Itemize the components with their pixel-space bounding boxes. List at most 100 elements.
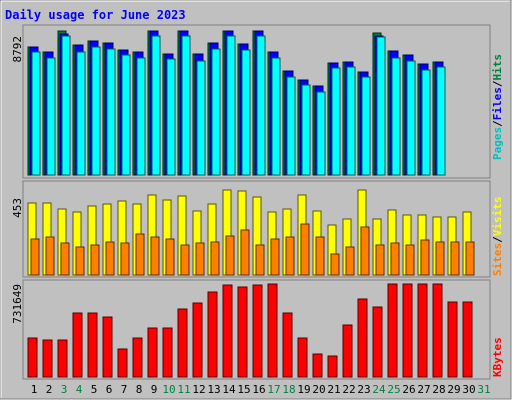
x-tick-day-31: 31 <box>477 383 490 396</box>
x-tick-day-27: 27 <box>417 383 430 396</box>
bar-pages-day-6 <box>106 48 116 176</box>
x-tick-day-14: 14 <box>222 383 236 396</box>
legend-separator-1: / <box>491 120 504 127</box>
bar-pages-day-23 <box>361 76 371 176</box>
x-tick-day-24: 24 <box>372 383 386 396</box>
x-tick-day-25: 25 <box>387 383 400 396</box>
x-tick-day-8: 8 <box>136 383 143 396</box>
bar-sites-day-20 <box>315 236 325 276</box>
x-tick-day-26: 26 <box>402 383 415 396</box>
bar-kbytes-day-26 <box>402 283 413 378</box>
bar-kbytes-day-16 <box>252 284 263 378</box>
panel-middle-bars <box>27 189 475 276</box>
legend-top: Pages/Files/Hits <box>491 54 504 160</box>
bar-sites-day-9 <box>150 236 160 276</box>
bar-kbytes-day-7 <box>117 348 128 378</box>
bar-pages-day-13 <box>211 48 221 176</box>
panel-middle: 453 Sites/Visits <box>11 180 504 278</box>
bar-pages-day-19 <box>301 84 311 176</box>
bar-pages-day-25 <box>391 57 401 176</box>
bar-kbytes-day-29 <box>447 301 458 378</box>
legend-files: Files <box>491 87 504 120</box>
legend-hits: Hits <box>491 54 504 81</box>
bar-sites-day-5 <box>90 244 100 276</box>
bar-sites-day-4 <box>75 246 85 276</box>
bar-pages-day-10 <box>166 58 176 176</box>
bar-sites-day-14 <box>225 235 235 276</box>
bar-kbytes-day-2 <box>42 339 53 378</box>
bar-pages-day-17 <box>271 57 281 176</box>
bar-pages-day-2 <box>46 57 56 176</box>
bar-kbytes-day-9 <box>147 327 158 378</box>
bar-kbytes-day-22 <box>342 324 353 378</box>
x-tick-day-3: 3 <box>61 383 68 396</box>
bar-pages-day-12 <box>196 60 206 176</box>
bar-pages-day-27 <box>421 69 431 176</box>
bar-pages-day-24 <box>376 36 386 176</box>
bar-sites-day-17 <box>270 238 280 276</box>
x-axis-labels: 1 2 3 4 5 6 7 8 9 10 11 12 13 14 15 16 17 18 19 20 21 22 23 24 2… <box>31 383 491 396</box>
x-tick-day-13: 13 <box>207 383 220 396</box>
bar-sites-day-6 <box>105 241 115 276</box>
x-tick-day-4: 4 <box>76 383 83 396</box>
x-tick-day-29: 29 <box>447 383 460 396</box>
legend-sites: Sites <box>491 243 504 276</box>
bar-pages-day-20 <box>316 91 326 176</box>
bar-pages-day-16 <box>256 35 266 176</box>
bar-sites-day-16 <box>255 244 265 276</box>
x-tick-day-15: 15 <box>237 383 250 396</box>
x-tick-day-21: 21 <box>327 383 340 396</box>
bar-kbytes-day-13 <box>207 291 218 378</box>
bar-kbytes-day-18 <box>282 312 293 378</box>
bar-pages-day-26 <box>406 60 416 176</box>
bar-sites-day-27 <box>420 239 430 276</box>
panel-top-bars <box>27 30 446 176</box>
panel-bottom-bars <box>27 283 473 378</box>
x-tick-day-7: 7 <box>121 383 128 396</box>
bar-sites-day-1 <box>30 238 40 276</box>
bar-sites-day-15 <box>240 229 250 276</box>
bar-sites-day-23 <box>360 226 370 276</box>
bar-pages-day-15 <box>241 49 251 176</box>
bar-sites-day-22 <box>345 246 355 276</box>
legend-separator-2: / <box>491 80 504 87</box>
bar-sites-day-30 <box>465 241 475 276</box>
bar-sites-day-13 <box>210 241 220 276</box>
bar-sites-day-25 <box>390 242 400 276</box>
bar-kbytes-day-17 <box>267 283 278 378</box>
bar-kbytes-day-3 <box>57 339 68 378</box>
bar-sites-day-10 <box>165 238 175 276</box>
x-tick-day-10: 10 <box>162 383 175 396</box>
legend-separator-3: / <box>491 236 504 243</box>
bar-kbytes-day-20 <box>312 353 323 378</box>
bar-sites-day-11 <box>180 244 190 276</box>
x-tick-day-28: 28 <box>432 383 445 396</box>
x-tick-day-9: 9 <box>151 383 158 396</box>
x-tick-day-19: 19 <box>297 383 310 396</box>
bar-sites-day-29 <box>450 241 460 276</box>
chart-title: Daily usage for June 2023 <box>5 8 186 22</box>
bar-pages-day-21 <box>331 67 341 176</box>
bar-kbytes-day-5 <box>87 312 98 378</box>
bar-sites-day-2 <box>45 236 55 276</box>
bar-sites-day-7 <box>120 242 130 276</box>
bar-pages-day-7 <box>121 54 131 176</box>
legend-pages: Pages <box>491 127 504 160</box>
bar-pages-day-22 <box>346 66 356 176</box>
bar-kbytes-day-30 <box>462 301 473 378</box>
panel-top: 8792 Pages/Files/Hits <box>11 24 504 179</box>
bar-kbytes-day-4 <box>72 312 83 378</box>
bar-kbytes-day-10 <box>162 327 173 378</box>
bar-sites-day-21 <box>330 253 340 276</box>
bar-pages-day-28 <box>436 66 446 176</box>
panel-top-max-label: 8792 <box>11 36 24 63</box>
bar-sites-day-19 <box>300 223 310 276</box>
x-tick-day-11: 11 <box>177 383 190 396</box>
bar-kbytes-day-12 <box>192 302 203 378</box>
bar-kbytes-day-11 <box>177 308 188 378</box>
x-tick-day-2: 2 <box>46 383 53 396</box>
bar-sites-day-3 <box>60 242 70 276</box>
legend-kbytes: KBytes <box>491 337 504 377</box>
bar-kbytes-day-21 <box>327 355 338 378</box>
